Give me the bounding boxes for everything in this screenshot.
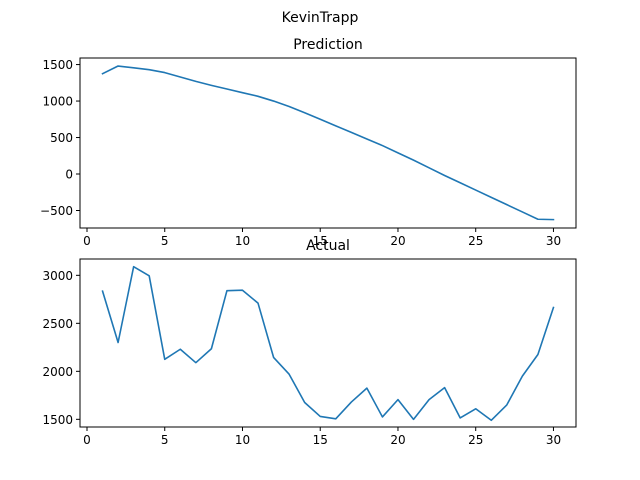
y-tick-label: 500 — [50, 131, 73, 145]
x-tick-label: 15 — [313, 433, 328, 447]
x-tick-label: 5 — [161, 433, 169, 447]
plot-title: Actual — [306, 238, 350, 254]
y-tick-label: 1000 — [42, 95, 73, 109]
x-tick-label: 25 — [468, 234, 483, 248]
x-tick-label: 0 — [83, 433, 91, 447]
figure-suptitle: KevinTrapp — [282, 10, 359, 26]
series-line — [101, 265, 555, 422]
y-tick-label: 0 — [65, 168, 73, 182]
subplot-prediction: Prediction 0 5 10 15 20 25 30 −500 0 500 1000 1500 — [40, 37, 577, 248]
x-tick-label: 25 — [468, 433, 483, 447]
axes-frame — [79, 57, 577, 229]
y-tick-label: 2500 — [42, 317, 73, 331]
x-tick-label: 5 — [161, 234, 169, 248]
x-tick-label: 10 — [235, 433, 250, 447]
y-tick-label: 2000 — [42, 365, 73, 379]
x-tick-label: 30 — [546, 433, 561, 447]
y-tick-label: 3000 — [42, 269, 73, 283]
x-tick-label: 20 — [390, 433, 405, 447]
x-tick-label: 10 — [235, 234, 250, 248]
x-tick-label: 20 — [390, 234, 405, 248]
y-tick-label: 1500 — [42, 58, 73, 72]
plot-title: Prediction — [293, 37, 363, 53]
subplot-actual: Actual 0 5 10 15 20 25 30 1500 2000 2500 3000 — [42, 238, 577, 447]
y-tick-label: 1500 — [42, 413, 73, 427]
x-tick-label: 15 — [313, 234, 328, 248]
series-line — [101, 65, 555, 221]
x-tick-label: 30 — [546, 234, 561, 248]
y-tick-label: −500 — [40, 204, 73, 218]
x-tick-label: 0 — [83, 234, 91, 248]
axes-frame — [79, 258, 577, 428]
